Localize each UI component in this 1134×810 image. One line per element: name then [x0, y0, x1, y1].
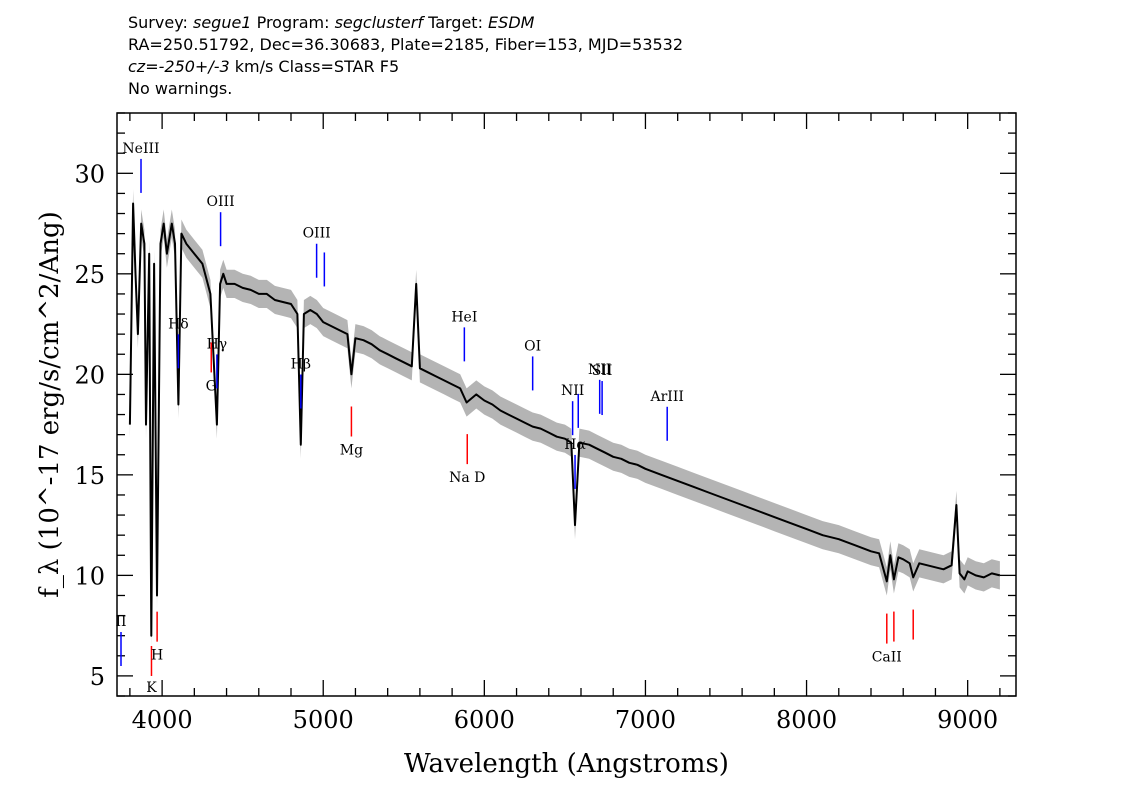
absorption-line-label: Mg [340, 443, 363, 459]
y-tick-label: 15 [74, 462, 105, 490]
target-value: ESDM [488, 13, 535, 32]
absorption-line-label: K [146, 680, 157, 696]
x-tick-label: 6000 [454, 706, 515, 734]
class-text: km/s Class=STAR F5 [229, 57, 400, 76]
survey-label: Survey: [128, 13, 188, 32]
emission-line-label: Hδ [168, 316, 189, 332]
y-ticks: 5 10 15 20 25 30 [74, 112, 1016, 697]
emission-line-label: NeIII [122, 141, 159, 157]
x-tick-label: 7000 [615, 706, 676, 734]
plot-frame [116, 112, 1017, 697]
cz-label: cz= [128, 57, 159, 76]
flux-series [128, 202, 1001, 637]
program-value: segclusterf [334, 13, 423, 32]
program-label: Program: [256, 13, 330, 32]
emission-line-label: Hγ [207, 336, 228, 352]
emission-line-label: Hβ [291, 357, 311, 373]
y-tick-label: 20 [74, 361, 105, 389]
emission-line-label: Hα [564, 437, 586, 453]
flux-line [128, 202, 1001, 637]
x-tick-label: 5000 [293, 706, 354, 734]
x-tick-label: 4000 [132, 706, 193, 734]
y-tick-label: 30 [74, 160, 105, 188]
y-axis-title: f_λ (10^-17 erg/s/cm^2/Ang) [35, 211, 65, 597]
y-tick-label: 5 [90, 663, 105, 691]
x-tick-label: 9000 [937, 706, 998, 734]
emission-line-label: OIII [207, 194, 235, 210]
absorption-line-label: Na D [449, 470, 485, 486]
emission-line-label: ArIII [649, 389, 683, 405]
cz-value: -250+/-3 [158, 57, 230, 76]
header-line-1: Survey: segue1 Program: segclusterf Targ… [128, 12, 683, 34]
emission-line-label: SII [592, 363, 613, 379]
x-ticks: 4000 5000 6000 7000 8000 9000 [129, 113, 1001, 734]
absorption-line-label: H [151, 648, 163, 664]
x-tick-label: 8000 [776, 706, 837, 734]
emission-line-label: NII [588, 362, 611, 378]
emission-line-label: II [115, 614, 126, 630]
emission-line-label: OIII [303, 226, 331, 242]
emission-line-label: OI [524, 338, 541, 354]
emission-line-label: NII [561, 383, 584, 399]
error-band-area [129, 189, 1000, 650]
target-label: Target: [428, 13, 483, 32]
error-band [129, 189, 1000, 650]
survey-value: segue1 [192, 13, 252, 32]
y-tick-label: 25 [74, 261, 105, 289]
absorption-line-markers: KH G Mg Na D CaII [146, 342, 914, 696]
header-line-4: No warnings. [128, 79, 233, 98]
absorption-line-label: CaII [872, 650, 902, 666]
x-axis-title: Wavelength (Angstroms) [404, 749, 729, 779]
y-tick-label: 10 [74, 562, 105, 590]
header-line-2: RA=250.51792, Dec=36.30683, Plate=2185, … [128, 35, 684, 54]
emission-line-label: HeI [451, 309, 477, 325]
spectrum-header: Survey: segue1 Program: segclusterf Targ… [128, 12, 683, 100]
absorption-line-label: G [206, 378, 217, 394]
emission-line-markers: IINeIIIHδHγOIIIHβOIIIHeIOINIIHαNIISIIArI… [115, 141, 684, 666]
header-line-3: cz=-250+/-3 km/s Class=STAR F5 [128, 56, 683, 78]
